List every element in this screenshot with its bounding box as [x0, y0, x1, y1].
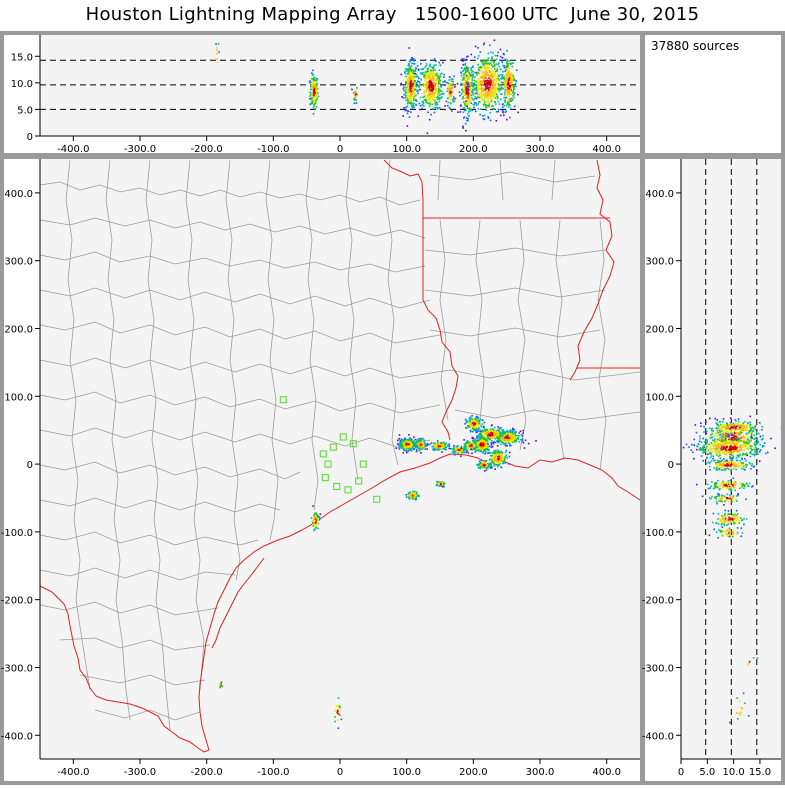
y-tick-label: 15.0 — [11, 52, 33, 63]
x-tick-label: -100.0 — [257, 767, 289, 778]
y-tick-label: 400.0 — [645, 189, 674, 200]
map-plot-area — [40, 159, 640, 759]
x-tick-label: -100.0 — [257, 144, 289, 155]
y-tick-label: 200.0 — [4, 324, 33, 335]
alt-plot-area — [40, 35, 640, 136]
y-tick-label: 100.0 — [4, 392, 33, 403]
y-tick-label: 0 — [27, 132, 33, 143]
y-tick-label: 300.0 — [4, 257, 33, 268]
x-tick-label: 200.0 — [459, 767, 488, 778]
x-tick-label: 100.0 — [392, 767, 421, 778]
x-tick-label: -300.0 — [124, 767, 156, 778]
x-tick-label: 15.0 — [749, 767, 771, 778]
y-tick-label: 200.0 — [645, 324, 674, 335]
x-tick-label: 100.0 — [392, 144, 421, 155]
x-tick-label: -400.0 — [57, 767, 89, 778]
y-tick-label: 400.0 — [4, 189, 33, 200]
figure-title: Houston Lightning Mapping Array 1500-160… — [0, 4, 785, 25]
x-tick-label: 300.0 — [526, 767, 555, 778]
y-tick-label: -200.0 — [642, 596, 674, 607]
y-tick-label: 10.0 — [11, 79, 33, 90]
x-tick-label: 0 — [678, 767, 684, 778]
x-tick-label: -200.0 — [191, 767, 223, 778]
x-tick-label: 0 — [337, 144, 343, 155]
y-tick-label: -300.0 — [1, 663, 33, 674]
y-tick-label: -100.0 — [1, 528, 33, 539]
y-tick-label: 100.0 — [645, 392, 674, 403]
source-count: 37880 sources — [651, 39, 739, 53]
y-tick-label: -400.0 — [1, 731, 33, 742]
x-tick-label: 400.0 — [592, 144, 621, 155]
x-tick-label: -400.0 — [57, 144, 89, 155]
y-tick-label: 300.0 — [645, 257, 674, 268]
y-tick-label: -400.0 — [642, 731, 674, 742]
x-tick-label: -200.0 — [191, 144, 223, 155]
x-tick-label: 5.0 — [699, 767, 715, 778]
x-tick-label: 10.0 — [722, 767, 744, 778]
y-tick-label: -100.0 — [642, 528, 674, 539]
y-tick-label: -300.0 — [642, 663, 674, 674]
x-tick-label: -300.0 — [124, 144, 156, 155]
x-tick-label: 200.0 — [459, 144, 488, 155]
y-tick-label: 0 — [27, 460, 33, 471]
y-tick-label: 5.0 — [17, 105, 33, 116]
y-tick-label: 0 — [668, 460, 674, 471]
x-tick-label: 300.0 — [526, 144, 555, 155]
x-tick-label: 0 — [337, 767, 343, 778]
x-tick-label: 400.0 — [592, 767, 621, 778]
y-tick-label: -200.0 — [1, 596, 33, 607]
